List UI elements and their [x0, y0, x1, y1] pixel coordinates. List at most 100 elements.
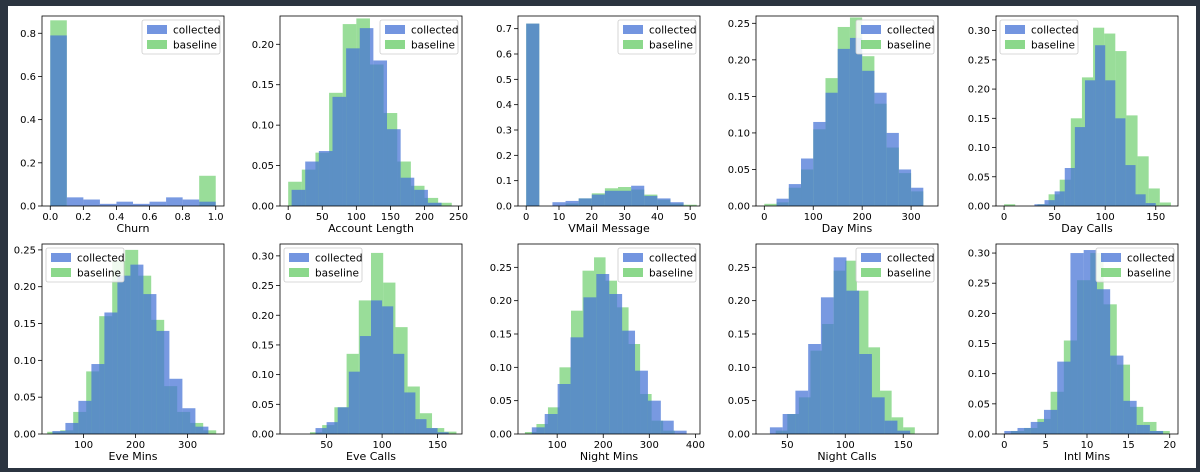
baseline-bar [683, 204, 697, 206]
baseline-legend-swatch [623, 268, 643, 277]
baseline-legend-label: baseline [649, 40, 693, 52]
baseline-bar [764, 203, 777, 206]
x-tick-label: 0 [1001, 440, 1007, 451]
chart-6: 0.00 0.05 0.10 0.15 0.20 0.25 100 200 300 Eve Min… [14, 243, 225, 463]
collected-bar [660, 420, 674, 434]
x-tick-label: 50 [684, 212, 697, 223]
y-tick-label: 0.05 [728, 165, 750, 176]
collected-bar [1057, 361, 1071, 434]
x-axis-label: Day Mins [822, 222, 873, 235]
legend: collected baseline [379, 19, 459, 55]
collected-bar [83, 199, 100, 206]
chart-4: 0.00 0.05 0.10 0.15 0.20 0.25 0 100 200 300 Day Mi… [728, 15, 939, 235]
y-tick-label: 0.05 [252, 161, 274, 172]
collected-bar [871, 397, 885, 434]
chart-10: 0.00 0.05 0.10 0.15 0.20 0.25 0.30 0 5 10 15 20 Intl… [968, 243, 1179, 463]
collected-bar [808, 344, 821, 434]
x-tick-label: 0 [761, 212, 767, 223]
collected-legend-swatch [1005, 25, 1025, 34]
collected-bar [116, 201, 133, 206]
collected-bar [182, 199, 200, 206]
collected-bar [1084, 80, 1096, 206]
collected-legend-label: collected [411, 25, 459, 37]
collected-bar [382, 306, 394, 434]
baseline-legend-swatch [147, 40, 167, 49]
x-tick-label: 100 [373, 440, 392, 451]
x-axis-label: Day Calls [1061, 222, 1113, 235]
y-tick-label: 0.2 [496, 151, 512, 162]
collected-bar [886, 132, 899, 206]
baseline-legend-label: baseline [1031, 40, 1075, 52]
baseline-bar [1126, 115, 1138, 206]
collected-bar [65, 422, 79, 434]
plot-frame [755, 243, 939, 435]
y-tick-label: 0.10 [14, 356, 36, 367]
collected-bar [801, 158, 814, 206]
plot-frame [41, 243, 225, 435]
baseline-legend-label: baseline [315, 268, 359, 280]
collected-bar [99, 203, 117, 206]
collected-bar [359, 336, 371, 434]
y-tick-label: 0.00 [252, 202, 274, 213]
collected-bar [898, 169, 912, 206]
collected-bar [315, 428, 327, 434]
collected-bar [1034, 204, 1045, 206]
collected-bar [813, 121, 826, 206]
legend: collected baseline [617, 247, 697, 283]
collected-legend-label: collected [887, 25, 935, 37]
y-tick-label: 0.20 [968, 309, 990, 320]
y-tick-label: 0.00 [490, 430, 512, 441]
y-tick-label: 0.3 [496, 126, 512, 137]
x-tick-label: 100 [804, 212, 823, 223]
x-axis-label: Intl Mins [1064, 450, 1111, 463]
collected-bar [552, 202, 566, 206]
x-tick-label: 300 [640, 440, 659, 451]
plot-frame [995, 15, 1179, 207]
collected-legend-label: collected [173, 25, 221, 37]
y-tick-label: 0.10 [968, 369, 990, 380]
collected-bar [782, 414, 796, 434]
collected-bar [326, 422, 338, 435]
collected-bar [318, 151, 333, 206]
y-tick-label: 0.05 [728, 396, 750, 407]
collected-bar [291, 189, 306, 206]
y-tick-label: 0.00 [728, 430, 750, 441]
collected-legend-label: collected [1127, 253, 1175, 265]
chart-9: 0.00 0.05 0.10 0.15 0.20 0.25 50 100 150 Night Ca… [728, 243, 939, 463]
collected-bar [1017, 427, 1031, 434]
baseline-bar [1137, 156, 1149, 206]
baseline-legend-label: baseline [887, 40, 931, 52]
collected-legend-swatch [385, 25, 405, 34]
baseline-legend-swatch [51, 268, 71, 277]
collected-bar [156, 330, 170, 434]
legend: collected baseline [283, 247, 363, 283]
chart-2: 0.00 0.05 0.10 0.15 0.20 0 50 100 150 200 250 Accou… [252, 15, 468, 235]
baseline-legend-label: baseline [1127, 268, 1171, 280]
y-tick-label: 0.30 [252, 251, 274, 262]
collected-bar [400, 177, 415, 206]
y-tick-label: 0.20 [252, 311, 274, 322]
collected-bar [578, 198, 592, 206]
collected-bar [348, 371, 360, 434]
x-tick-label: 100 [74, 440, 93, 451]
baseline-legend-swatch [385, 40, 405, 49]
baseline-bar [424, 197, 439, 206]
plot-frame [41, 15, 225, 207]
x-tick-label: 100 [836, 440, 855, 451]
collected-legend-swatch [861, 25, 881, 34]
collected-bar [583, 297, 597, 434]
y-tick-label: 0.30 [968, 26, 990, 37]
x-tick-label: 400 [686, 440, 705, 451]
y-tick-label: 0.15 [14, 319, 36, 330]
y-tick-label: 0.05 [968, 399, 990, 410]
collected-bar [393, 353, 405, 434]
collected-bar [426, 428, 438, 434]
y-tick-label: 0.25 [968, 279, 990, 290]
y-tick-label: 0.6 [20, 72, 36, 83]
collected-bar [1074, 127, 1085, 206]
collected-bar [837, 48, 850, 206]
x-tick-label: 20 [585, 212, 598, 223]
x-tick-label: 1.0 [208, 212, 224, 223]
collected-bar [427, 202, 442, 206]
collected-bar [415, 419, 427, 434]
